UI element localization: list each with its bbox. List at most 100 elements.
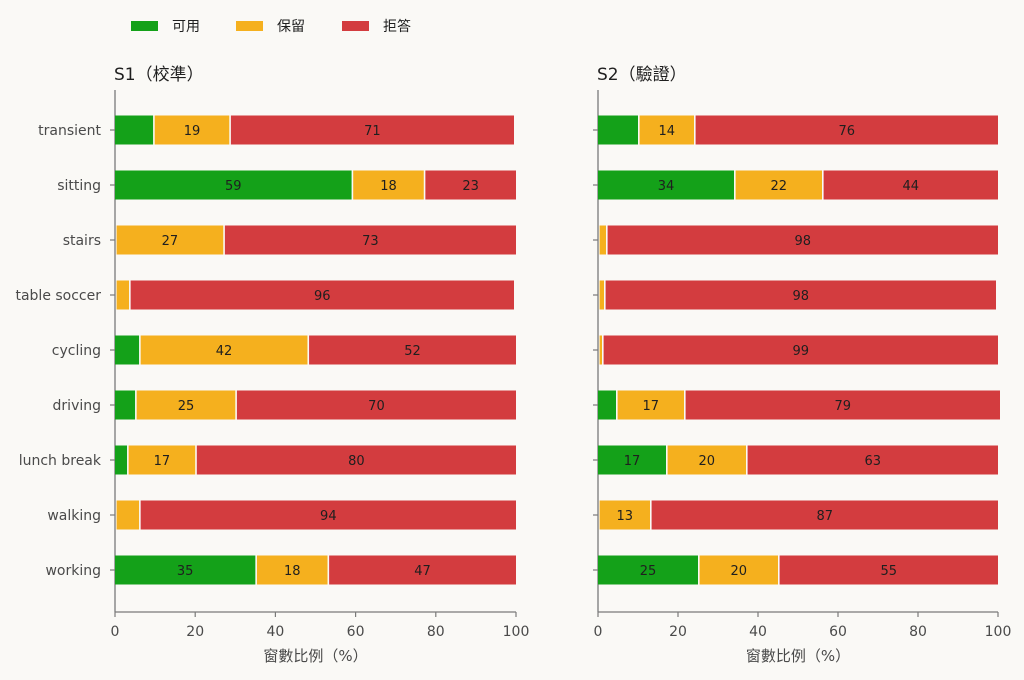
bar-segment xyxy=(329,555,516,585)
bar-value-label: 20 xyxy=(699,454,716,469)
bar-segment xyxy=(599,280,604,310)
legend-swatch-2 xyxy=(236,21,263,31)
bar-value-label: 20 xyxy=(731,564,748,579)
bar-segment xyxy=(699,555,778,585)
bar-segment xyxy=(598,445,666,475)
bar-segment xyxy=(256,555,328,585)
bar-segment xyxy=(116,500,140,530)
bar-segment xyxy=(779,555,998,585)
bar-segment xyxy=(230,115,514,145)
bar-segment xyxy=(598,390,616,420)
category-label: walking xyxy=(47,508,101,524)
x-tick-label: 80 xyxy=(427,624,445,640)
x-axis-label: 窗數比例（%） xyxy=(263,647,367,665)
bar-value-label: 55 xyxy=(881,564,898,579)
bar-segment xyxy=(140,500,516,530)
bar-value-label: 87 xyxy=(817,509,834,524)
bar-segment xyxy=(196,445,517,475)
bar-segment xyxy=(353,170,424,200)
category-label: driving xyxy=(53,398,101,414)
bar-segment xyxy=(598,115,638,145)
bar-segment xyxy=(115,445,128,475)
bar-segment xyxy=(599,225,606,255)
x-tick-label: 20 xyxy=(669,624,687,640)
bar-segment xyxy=(130,280,514,310)
category-label: sitting xyxy=(57,178,101,194)
bar-segment xyxy=(639,115,694,145)
bar-value-label: 98 xyxy=(793,289,810,304)
bar-value-label: 59 xyxy=(225,179,242,194)
legend-swatch-3 xyxy=(342,21,369,31)
bar-value-label: 17 xyxy=(624,454,641,469)
bar-value-label: 35 xyxy=(177,564,194,579)
legend-label-2: 保留 xyxy=(277,19,305,35)
category-label: table soccer xyxy=(15,288,101,304)
bar-value-label: 25 xyxy=(640,564,657,579)
bar-value-label: 79 xyxy=(835,399,852,414)
bar-segment xyxy=(128,445,196,475)
bar-value-label: 34 xyxy=(658,179,675,194)
bar-value-label: 98 xyxy=(795,234,812,249)
bar-value-label: 25 xyxy=(178,399,195,414)
bar-value-label: 71 xyxy=(364,124,381,139)
bar-segment xyxy=(695,115,998,145)
bar-value-label: 94 xyxy=(320,509,337,524)
bar-segment xyxy=(154,115,230,145)
bar-segment xyxy=(236,390,516,420)
legend: 可用 保留 拒答 xyxy=(131,18,411,35)
bar-segment xyxy=(115,115,154,145)
bar-segment xyxy=(598,170,734,200)
legend-swatch-1 xyxy=(131,21,158,31)
legend-label-3: 拒答 xyxy=(383,18,411,35)
bar-value-label: 23 xyxy=(462,179,479,194)
bar-value-label: 42 xyxy=(216,344,233,359)
bar-segment xyxy=(605,280,996,310)
bar-value-label: 22 xyxy=(771,179,788,194)
x-tick-label: 100 xyxy=(985,624,1012,640)
bar-value-label: 52 xyxy=(404,344,421,359)
category-label: stairs xyxy=(63,233,101,249)
bar-value-label: 18 xyxy=(380,179,397,194)
x-tick-label: 40 xyxy=(749,624,767,640)
bar-segment xyxy=(617,390,684,420)
x-tick-label: 20 xyxy=(186,624,204,640)
bar-value-label: 73 xyxy=(362,234,379,249)
bar-value-label: 27 xyxy=(162,234,179,249)
bar-segment xyxy=(599,335,602,365)
category-label: transient xyxy=(38,123,101,139)
bar-segment xyxy=(603,335,998,365)
bar-value-label: 80 xyxy=(348,454,365,469)
bar-segment xyxy=(136,390,236,420)
bar-segment xyxy=(735,170,822,200)
bar-segment xyxy=(651,500,998,530)
bar-segment xyxy=(747,445,998,475)
x-tick-label: 100 xyxy=(503,624,530,640)
bar-segment xyxy=(115,390,136,420)
panel-s1: S1（校準） 0 20 40 60 80 100 窗數比例（%） transient 19 71 si… xyxy=(15,65,529,665)
bar-value-label: 99 xyxy=(793,344,810,359)
bar-segment xyxy=(823,170,998,200)
x-tick-label: 0 xyxy=(594,624,603,640)
category-label: cycling xyxy=(52,343,101,359)
panel-title: S1（校準） xyxy=(114,65,204,85)
x-tick-label: 0 xyxy=(111,624,120,640)
bar-value-label: 76 xyxy=(839,124,856,139)
bar-segment xyxy=(116,280,130,310)
x-tick-label: 40 xyxy=(266,624,284,640)
bar-value-label: 19 xyxy=(184,124,201,139)
bar-value-label: 63 xyxy=(865,454,882,469)
bar-segment xyxy=(115,335,140,365)
bar-value-label: 47 xyxy=(414,564,431,579)
x-axis-label: 窗數比例（%） xyxy=(746,647,850,665)
bar-segment xyxy=(667,445,746,475)
bar-segment xyxy=(598,555,698,585)
bar-value-label: 96 xyxy=(314,289,331,304)
bar-segment xyxy=(115,170,352,200)
bar-segment xyxy=(309,335,516,365)
bar-segment xyxy=(685,390,1000,420)
bar-segment xyxy=(140,335,308,365)
bar-value-label: 13 xyxy=(617,509,634,524)
x-tick-label: 60 xyxy=(829,624,847,640)
panel-s2: S2（驗證） 0 20 40 60 80 100 窗數比例（%） 14 76 34 22 44 98 98 9… xyxy=(593,65,1011,665)
